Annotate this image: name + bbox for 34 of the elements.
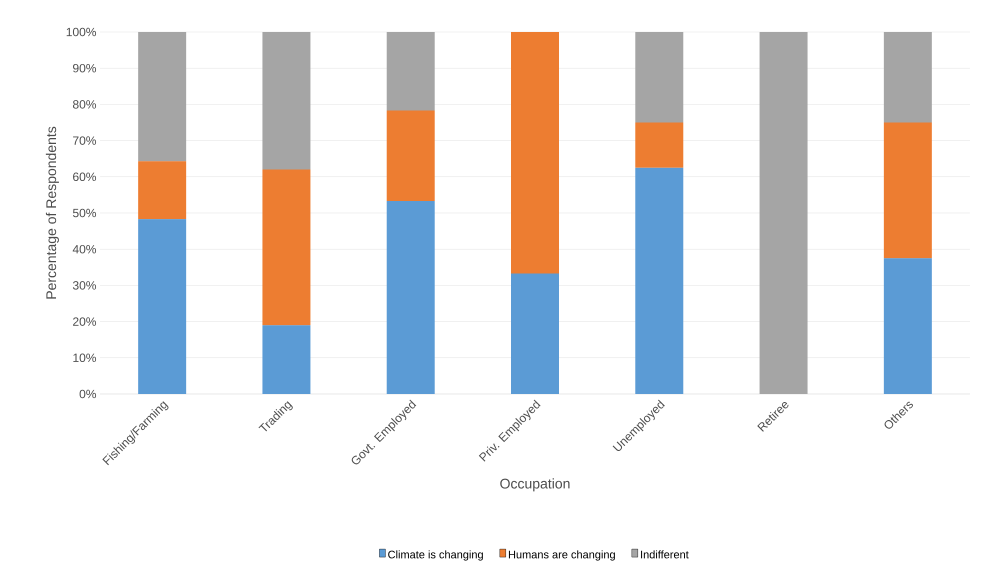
x-axis-title: Occupation: [500, 478, 570, 492]
y-tick-label: 30%: [72, 281, 96, 290]
bar: [138, 161, 186, 220]
legend-label: Climate is changing: [388, 550, 483, 561]
y-tick-label: 20%: [73, 317, 96, 326]
legend-label: Humans are changing: [508, 550, 615, 561]
bar: [635, 32, 684, 122]
y-tick-label: 80%: [72, 100, 96, 109]
y-tick-label: 60%: [73, 172, 96, 182]
y-axis-title: Percentage of Respondents: [46, 126, 59, 299]
y-tick-label: 0%: [80, 390, 96, 398]
y-tick-label: 90%: [73, 64, 96, 72]
bar: [386, 32, 435, 111]
bar: [635, 122, 684, 168]
bar: [884, 122, 932, 258]
bar: [511, 32, 559, 274]
bar: [138, 219, 186, 394]
y-tick-label: 40%: [72, 244, 96, 254]
bar: [262, 325, 310, 394]
legend-label: Indifferent: [641, 550, 689, 558]
y-tick-label: 50%: [72, 208, 96, 218]
y-tick-label: 100%: [66, 28, 96, 36]
bar: [386, 201, 435, 394]
bar: [262, 170, 310, 326]
bar: [635, 168, 684, 394]
bar: [760, 32, 808, 394]
y-tick-label: 10%: [73, 354, 96, 362]
bar: [884, 258, 932, 394]
y-tick-label: 70%: [73, 136, 96, 145]
bar: [511, 273, 559, 394]
bar: [884, 32, 932, 122]
bar: [262, 32, 310, 170]
bar: [138, 32, 186, 162]
bar: [386, 110, 435, 202]
